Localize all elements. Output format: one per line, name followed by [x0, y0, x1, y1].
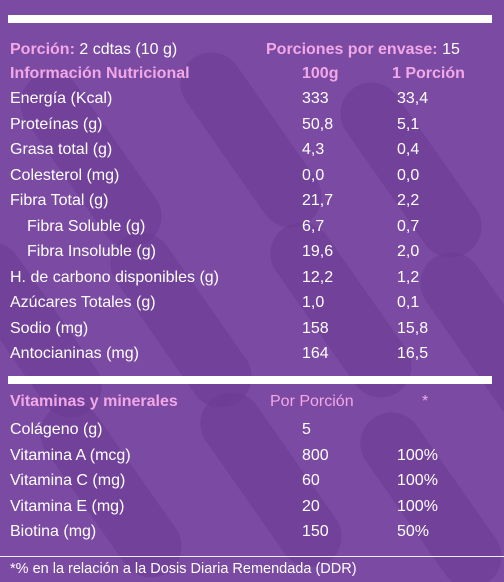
vitamin-percent: 100% — [397, 497, 438, 515]
vitamin-name: Biotina (mg) — [10, 523, 97, 540]
vitamin-percent: 100% — [397, 446, 438, 464]
value-per-100g: 1,0 — [302, 294, 325, 311]
nutrient-name: Proteínas (g) — [10, 115, 103, 133]
table-row: Azúcares Totales (g) 1,0 0,1 — [0, 291, 504, 315]
table-row: Colesterol (mg) 0,0 0,0 — [0, 164, 504, 188]
nutrient-name: Fibra Total (g) — [10, 192, 109, 209]
value-per-100g: 333 — [302, 90, 329, 107]
vitamins-header-col-pct: * — [422, 393, 429, 410]
value-per-portion: 0,0 — [397, 166, 420, 184]
vitamin-value: 20 — [302, 497, 320, 515]
vitamin-name: Vitamina C (mg) — [10, 472, 126, 489]
nutrient-name: Azúcares Totales (g) — [10, 294, 156, 311]
servings-per-container-label: Porciones por envase: — [266, 41, 438, 58]
value-per-portion: 5,1 — [397, 115, 420, 133]
vitamin-name: Vitamina A (mcg) — [10, 446, 131, 464]
nutrition-header: Información Nutricional 100g 1 Porción — [0, 62, 504, 86]
value-per-portion: 33,4 — [397, 90, 429, 107]
footnote-divider — [0, 556, 504, 557]
nutrient-name: Colesterol (mg) — [10, 166, 120, 184]
top-divider — [8, 15, 492, 23]
nutrient-name: Antocianinas (mg) — [10, 345, 139, 362]
vitamin-value: 60 — [302, 472, 320, 489]
table-row: Vitamina C (mg) 60 100% — [0, 469, 504, 493]
vitamins-header-col-portion: Por Porción — [270, 393, 354, 410]
vitamin-value: 5 — [302, 421, 311, 438]
value-per-100g: 50,8 — [302, 115, 334, 133]
vitamins-header-title: Vitaminas y minerales — [10, 393, 178, 410]
value-per-portion: 0,7 — [397, 217, 420, 235]
serving-size-label: Porción: — [10, 41, 75, 58]
serving-size-value: 2 cdtas (10 g) — [79, 41, 178, 58]
value-per-100g: 0,0 — [302, 166, 325, 184]
value-per-100g: 12,2 — [302, 268, 334, 286]
value-per-100g: 4,3 — [302, 141, 325, 158]
nutrient-name: Sodio (mg) — [10, 319, 89, 337]
table-row: Biotina (mg) 150 50% — [0, 520, 504, 544]
vitamin-percent: 50% — [397, 523, 430, 540]
nutrition-header-title: Información Nutricional — [10, 65, 190, 82]
middle-divider — [8, 376, 492, 384]
nutrient-name: Fibra Soluble (g) — [27, 217, 146, 235]
servings-per-container: Porciones por envase: 15 — [266, 38, 460, 62]
table-row: Colágeno (g) 5 — [0, 418, 504, 442]
vitamin-value: 150 — [302, 523, 329, 540]
nutrient-name: Energía (Kcal) — [10, 90, 113, 107]
vitamin-name: Vitamina E (mg) — [10, 497, 125, 515]
value-per-portion: 1,2 — [397, 268, 420, 286]
servings-per-container-value: 15 — [442, 41, 460, 58]
serving-info: Porción: 2 cdtas (10 g) Porciones por en… — [10, 38, 504, 62]
table-row: Fibra Soluble (g) 6,7 0,7 — [0, 215, 504, 239]
vitamin-percent: 100% — [397, 472, 438, 489]
value-per-portion: 0,4 — [397, 141, 420, 158]
value-per-portion: 2,0 — [397, 243, 420, 260]
table-row: Fibra Insoluble (g) 19,6 2,0 — [0, 240, 504, 264]
value-per-portion: 15,8 — [397, 319, 429, 337]
value-per-100g: 158 — [302, 319, 329, 337]
vitamin-value: 800 — [302, 446, 329, 464]
nutrient-name: Fibra Insoluble (g) — [27, 243, 156, 260]
table-row: Proteínas (g) 50,8 5,1 — [0, 113, 504, 137]
value-per-100g: 6,7 — [302, 217, 325, 235]
nutrient-name: Grasa total (g) — [10, 141, 113, 158]
table-row: Fibra Total (g) 21,7 2,2 — [0, 189, 504, 213]
table-row: Vitamina A (mcg) 800 100% — [0, 444, 504, 468]
table-row: H. de carbono disponibles (g) 12,2 1,2 — [0, 266, 504, 290]
nutrition-header-col-100g: 100g — [302, 65, 339, 82]
nutrition-header-col-portion: 1 Porción — [392, 65, 465, 82]
value-per-100g: 164 — [302, 345, 329, 362]
footnote: *% en la relación a la Dosis Diaria Reme… — [10, 561, 357, 577]
table-row: Sodio (mg) 158 15,8 — [0, 317, 504, 341]
value-per-100g: 19,6 — [302, 243, 334, 260]
table-row: Energía (Kcal) 333 33,4 — [0, 87, 504, 111]
value-per-portion: 2,2 — [397, 192, 420, 209]
value-per-portion: 16,5 — [397, 345, 429, 362]
vitamin-name: Colágeno (g) — [10, 421, 103, 438]
table-row: Grasa total (g) 4,3 0,4 — [0, 138, 504, 162]
table-row: Antocianinas (mg) 164 16,5 — [0, 342, 504, 366]
table-row: Vitamina E (mg) 20 100% — [0, 495, 504, 519]
vitamins-header: Vitaminas y minerales Por Porción * — [0, 390, 504, 414]
nutrient-name: H. de carbono disponibles (g) — [10, 268, 220, 286]
value-per-100g: 21,7 — [302, 192, 334, 209]
value-per-portion: 0,1 — [397, 294, 420, 311]
